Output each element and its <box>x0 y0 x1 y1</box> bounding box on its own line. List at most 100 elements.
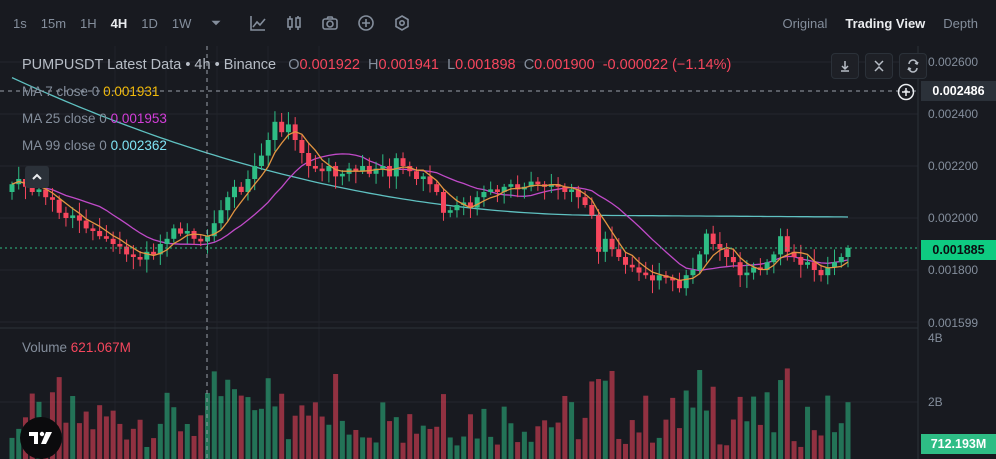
candle-body <box>670 277 676 281</box>
pair-name: PUMPUSDT Latest Data <box>22 57 182 73</box>
candle-body <box>103 236 109 239</box>
interval-1w[interactable]: 1W <box>171 15 192 31</box>
volume-bar <box>798 446 804 459</box>
volume-bar <box>130 428 136 459</box>
volume-legend: Volume 621.067M <box>22 340 131 355</box>
candle-body <box>575 189 581 198</box>
candle-body <box>623 257 629 265</box>
candle-body <box>784 236 790 252</box>
candle-body <box>184 231 190 234</box>
dropdown-icon[interactable] <box>202 12 230 34</box>
add-alert-icon[interactable] <box>897 83 915 101</box>
volume-bar <box>683 390 689 459</box>
candle-body <box>49 197 55 200</box>
volume-bar <box>676 428 682 459</box>
volume-bar <box>285 439 291 459</box>
volume-bar <box>76 423 82 459</box>
volume-bar <box>589 381 595 459</box>
price-axis: 0.002600 0.002400 0.002200 0.002000 0.001800… <box>928 55 978 409</box>
view-trading-view[interactable]: Trading View <box>845 15 926 31</box>
volume-bar <box>717 444 723 459</box>
volume-bar <box>90 429 96 459</box>
candle-body <box>805 262 811 265</box>
view-original[interactable]: Original <box>782 15 828 31</box>
candle-body <box>454 205 460 211</box>
volume-bar <box>764 392 770 459</box>
volume-bar <box>562 395 568 459</box>
ma25-legend: MA 25 close 0 0.001953 <box>22 111 167 126</box>
volume-bar <box>306 415 312 459</box>
indicators-icon[interactable] <box>280 12 308 34</box>
candle-body <box>56 199 62 213</box>
volume-bar <box>663 419 669 459</box>
view-switcher: Original Trading View Depth <box>765 0 978 46</box>
volume-bar <box>312 402 318 459</box>
ma99-line <box>11 77 849 218</box>
settings-icon[interactable] <box>388 12 416 34</box>
interval-4h[interactable]: 4H <box>110 15 128 31</box>
volume-bar <box>258 408 264 459</box>
volume-bars <box>9 368 851 459</box>
volume-bar <box>225 379 231 459</box>
volume-bar <box>528 441 534 459</box>
volume-bar <box>703 410 709 459</box>
volume-bar <box>710 386 716 459</box>
candle-body <box>798 257 804 265</box>
volume-bar <box>205 393 211 459</box>
candle-body <box>818 270 824 276</box>
volume-bar <box>137 419 143 459</box>
candle-body <box>319 168 325 172</box>
candles <box>9 111 851 296</box>
candle-body <box>137 257 143 260</box>
volume-bar <box>636 432 642 459</box>
tradingview-logo-icon[interactable] <box>20 417 62 459</box>
candle-body <box>596 215 602 252</box>
volume-bar <box>231 389 237 459</box>
camera-icon[interactable] <box>316 12 344 34</box>
volume-bar <box>845 402 851 459</box>
interval-1d[interactable]: 1D <box>141 15 158 31</box>
volume-bar <box>454 445 460 459</box>
candle-body <box>218 210 224 224</box>
candle-body <box>97 231 103 237</box>
volume-bar <box>751 396 757 459</box>
chart-legend-title: PUMPUSDT Latest Data • 4h • Binance O0.0… <box>22 57 731 73</box>
candle-body <box>737 262 743 276</box>
volume-bar <box>124 439 130 459</box>
download-icon[interactable] <box>831 53 859 79</box>
candle-body <box>710 233 716 244</box>
volume-bar <box>178 431 184 459</box>
candle-body <box>124 246 130 255</box>
candle-body <box>481 192 487 198</box>
chevron-up-icon[interactable] <box>25 166 49 188</box>
plus-circle-icon[interactable] <box>352 12 380 34</box>
price-tick-label: 0.002000 <box>928 211 978 225</box>
volume-bar <box>757 424 763 459</box>
toolbar: 1s 15m 1H 4H 1D 1W Original Trading View… <box>0 0 996 46</box>
volume-bar <box>218 396 224 459</box>
volume-bar <box>697 370 703 459</box>
candle-body <box>717 244 723 250</box>
interval-15m[interactable]: 15m <box>40 15 67 31</box>
refresh-icon[interactable] <box>899 53 927 79</box>
view-depth[interactable]: Depth <box>943 15 978 31</box>
volume-bar <box>656 437 662 459</box>
chart-draw-icon[interactable] <box>244 12 272 34</box>
volume-bar <box>164 392 170 459</box>
interval-1s[interactable]: 1s <box>13 15 27 31</box>
interval-1h[interactable]: 1H <box>80 15 97 31</box>
collapse-icon[interactable] <box>865 53 893 79</box>
volume-bar <box>602 380 608 459</box>
candle-body <box>366 166 372 174</box>
candlestick-chart[interactable]: 0.002600 0.002400 0.002200 0.002000 0.001800… <box>0 46 996 459</box>
candle-body <box>380 166 386 169</box>
volume-bar <box>117 423 123 459</box>
ohlc-values: O0.001922 H0.001941 L0.001898 C0.001900 … <box>288 57 732 73</box>
volume-bar <box>737 396 743 459</box>
volume-bar <box>245 397 251 459</box>
price-tick-label: 0.002200 <box>928 159 978 173</box>
candle-body <box>76 215 82 221</box>
candle-body <box>643 272 649 276</box>
volume-bar <box>414 433 420 459</box>
volume-bar <box>151 438 157 459</box>
